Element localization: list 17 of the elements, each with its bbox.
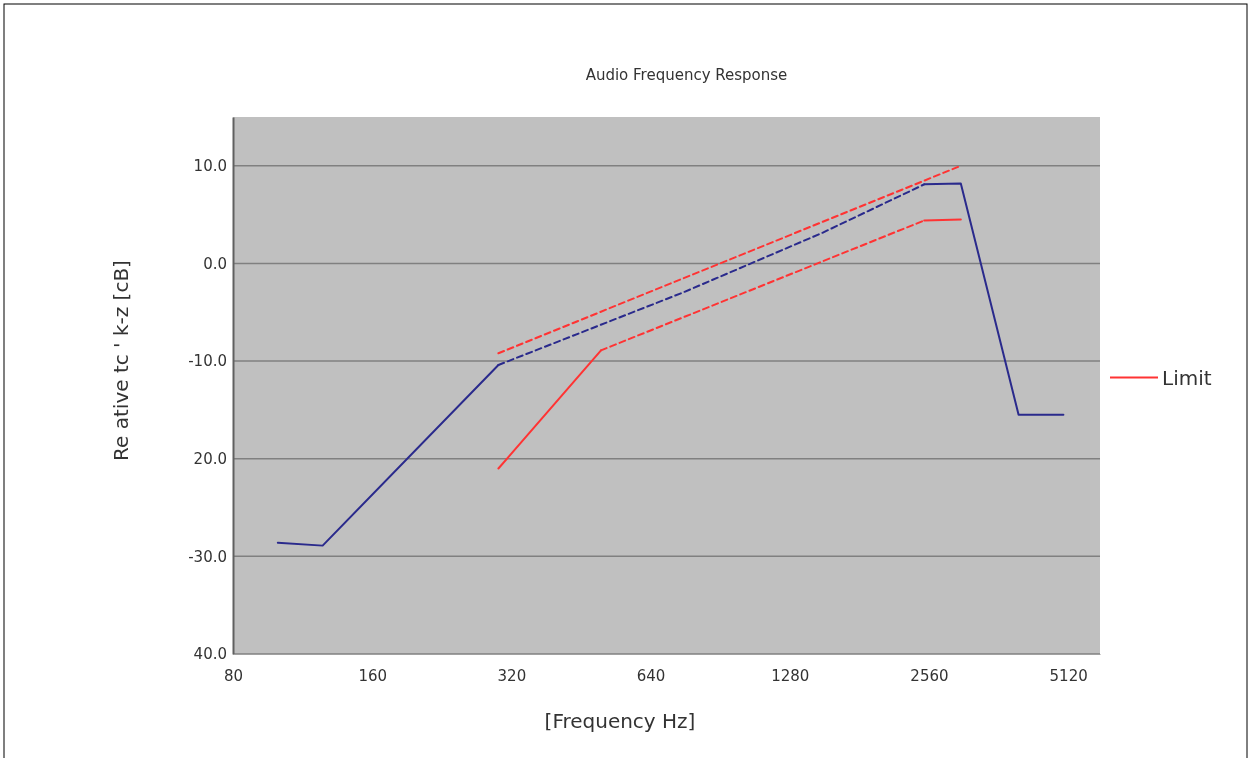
legend-label: Limit	[1162, 365, 1212, 390]
y-tick-label: 20.0	[193, 450, 227, 469]
x-tick-label: 5120	[1049, 666, 1088, 685]
y-tick-label: 10.0	[193, 157, 227, 176]
y-axis-title: Re ative tc ' k-z [cB]	[109, 260, 133, 461]
x-tick-label: 160	[358, 666, 388, 685]
x-tick-label: 1280	[771, 666, 810, 685]
x-tick-label: 2560	[910, 666, 949, 685]
y-tick-label: 40.0	[193, 645, 227, 664]
x-tick-label: 320	[497, 666, 527, 685]
y-tick-label: -10.0	[188, 352, 227, 371]
x-axis-title: [Frequency Hz]	[544, 709, 696, 733]
y-tick-label: 0.0	[203, 254, 227, 273]
y-tick-label: -30.0	[188, 547, 227, 566]
x-tick-label: 80	[223, 666, 244, 685]
chart-title: Audio Frequency Response	[585, 66, 788, 84]
x-tick-label: 640	[636, 666, 666, 685]
